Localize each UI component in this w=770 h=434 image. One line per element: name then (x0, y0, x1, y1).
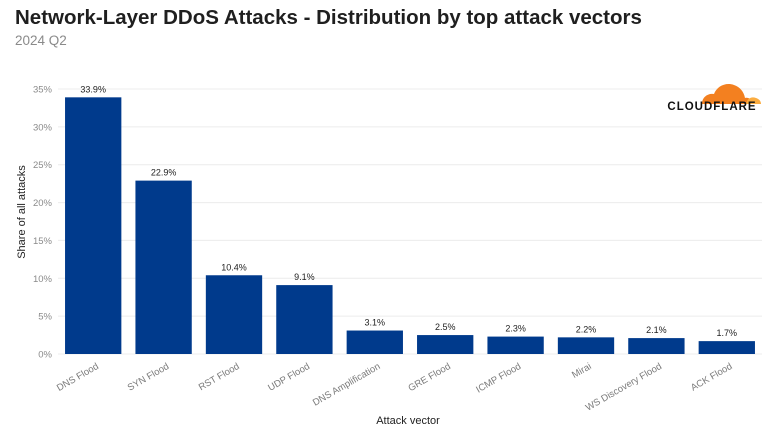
data-label: 1.7% (717, 328, 738, 338)
y-tick-label: 10% (33, 274, 53, 285)
y-tick-label: 15% (33, 236, 53, 247)
data-label: 2.3% (505, 324, 526, 334)
x-tick-label: Mirai (570, 361, 593, 381)
bar (65, 97, 122, 354)
data-label: 2.2% (576, 324, 597, 334)
bar (205, 275, 263, 354)
data-label: 9.1% (294, 272, 315, 282)
data-label: 3.1% (365, 318, 386, 328)
bars (65, 97, 755, 354)
y-tick-label: 0% (38, 350, 52, 361)
bar (487, 336, 544, 354)
data-label: 2.5% (435, 322, 456, 332)
x-tick-label: GRE Flood (406, 361, 452, 394)
x-tick-label: WS Discovery Flood (584, 361, 664, 414)
data-label: 22.9% (151, 168, 177, 178)
chart-title: Network-Layer DDoS Attacks - Distributio… (15, 6, 642, 29)
bar (628, 338, 685, 354)
data-label: 33.9% (80, 84, 106, 94)
data-labels: 33.9% 22.9% 10.4% 9.1% 3.1% 2.5% 2.3% 2.2% 2.1% 1… (80, 84, 737, 338)
bar (276, 285, 333, 354)
x-tick-label: RST Flood (197, 361, 242, 393)
data-label: 2.1% (646, 325, 667, 335)
cloudflare-logo: CLOUDFLARE (662, 80, 762, 120)
y-tick-label: 25% (33, 160, 53, 171)
x-tick-label: ACK Flood (689, 361, 734, 393)
bar (557, 337, 615, 354)
chart-subtitle: 2024 Q2 (15, 33, 67, 48)
logo-text: CLOUDFLARE (667, 101, 757, 113)
x-tick-label: ICMP Flood (474, 361, 523, 396)
x-tick-label: SYN Flood (126, 361, 171, 393)
y-axis-ticks: 0% 5% 10% 15% 20% 25% 30% 35% (33, 85, 53, 361)
x-axis-ticks: DNS Flood SYN Flood RST Flood UDP Flood DNS … (55, 361, 734, 414)
y-tick-label: 5% (38, 312, 52, 323)
data-label: 10.4% (221, 262, 247, 272)
bar (698, 341, 755, 354)
x-axis-title: Attack vector (376, 415, 440, 427)
bar (135, 180, 192, 354)
cloud-icon (702, 84, 761, 104)
y-tick-label: 30% (33, 122, 53, 133)
y-tick-label: 20% (33, 198, 53, 209)
y-tick-label: 35% (33, 85, 53, 96)
x-tick-label: DNS Flood (55, 361, 101, 394)
bar (346, 330, 403, 354)
x-tick-label: UDP Flood (266, 361, 312, 394)
y-axis-title: Share of all attacks (16, 165, 28, 259)
bar (417, 335, 474, 354)
x-tick-label: DNS Amplification (311, 361, 382, 409)
